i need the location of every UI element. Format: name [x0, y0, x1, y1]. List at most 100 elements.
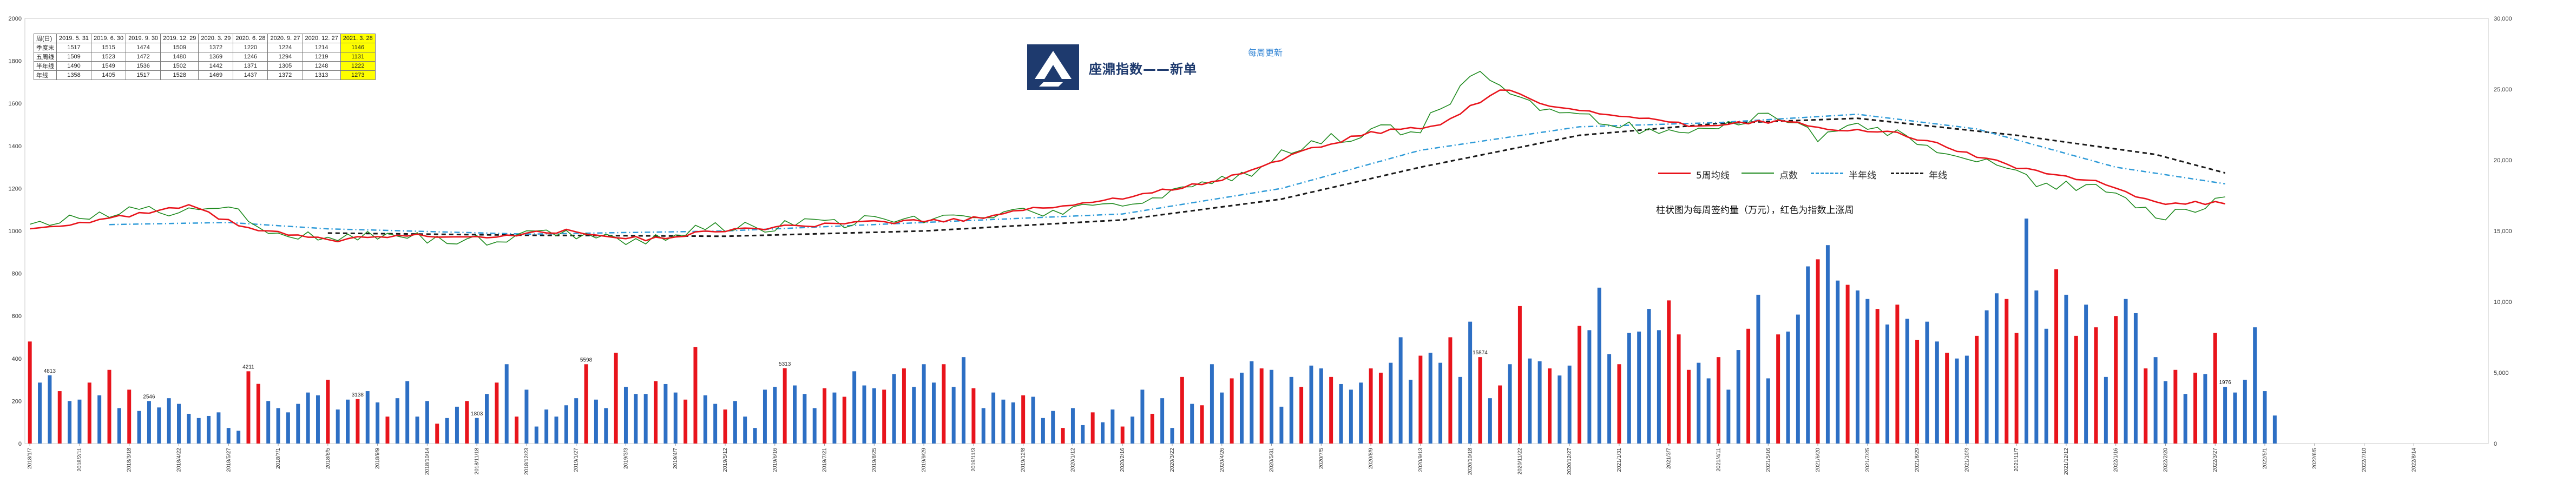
volume-bar [326, 380, 330, 444]
volume-bar [77, 399, 82, 444]
volume-bar [306, 392, 310, 444]
volume-bar [2054, 269, 2059, 444]
volume-bar [1547, 368, 1552, 444]
volume-bar [1736, 350, 1740, 444]
volume-bar [1667, 300, 1671, 444]
volume-bar [1448, 337, 1453, 444]
volume-bar [425, 401, 429, 444]
volume-bar [1905, 319, 1909, 444]
volume-bar [276, 408, 280, 444]
bar-labels: 4813 2546 4211 3138 1803 5598 5313 15874 1976 [44, 350, 2231, 417]
volume-bar [1468, 321, 1473, 444]
volume-bar [1597, 287, 1601, 444]
volume-bar [376, 402, 380, 444]
volume-bar [1239, 373, 1244, 444]
volume-bar [365, 391, 370, 444]
volume-bar [177, 404, 181, 444]
volume-bar [524, 389, 529, 444]
legend-label-index: 点数 [1779, 170, 1798, 181]
volume-bar [1517, 306, 1522, 444]
volume-bar [515, 416, 519, 444]
x-tick-label: 2021/4/11 [1716, 448, 1722, 472]
volume-bar [435, 424, 439, 444]
bar-value-label: 3138 [352, 392, 364, 398]
volume-bar [57, 391, 62, 444]
volume-bar [623, 387, 628, 444]
x-tick-label: 2019/9/29 [921, 448, 927, 472]
x-tick-label: 2020/7/5 [1318, 448, 1324, 469]
bar-value-label: 5313 [779, 361, 791, 367]
summary-table: 周(日) 2019. 5. 31 2019. 6. 30 2019. 9. 30 201… [34, 34, 376, 80]
volume-bar [1289, 376, 1293, 444]
volume-bar [1110, 409, 1115, 444]
right-axis: 30,000 25,000 20,000 15,000 10,000 5,000 0 [2494, 16, 2512, 447]
volume-bar [38, 382, 42, 444]
volume-bar [1746, 328, 1751, 444]
table-cell: 1515 [91, 43, 127, 52]
x-tick-label: 2019/11/3 [971, 448, 977, 472]
volume-bars [28, 219, 2277, 444]
logo-icon [1027, 44, 1079, 90]
volume-bar [654, 381, 658, 444]
x-tick-label: 2019/7/21 [822, 448, 828, 472]
volume-bar [1458, 376, 1462, 444]
volume-bar [832, 392, 837, 444]
volume-bar [1766, 378, 1770, 444]
x-tick-label: 2021/6/20 [1815, 448, 1821, 472]
volume-bar [1528, 358, 1532, 444]
table-cell: 2020. 9. 27 [267, 34, 303, 43]
bar-value-label: 1976 [2219, 380, 2231, 386]
table-cell: 1517 [126, 70, 161, 80]
table-cell: 1474 [126, 43, 161, 52]
volume-bar [1150, 413, 1154, 444]
left-axis-tick-label: 1600 [9, 101, 22, 107]
volume-bar [1806, 266, 1810, 444]
volume-bar [1498, 385, 1502, 444]
volume-bar [137, 411, 141, 444]
volume-bar [1706, 378, 1711, 444]
table-cell: 1369 [198, 52, 234, 62]
table-cell: 1372 [198, 43, 234, 52]
x-tick-label: 2019/3/3 [623, 448, 629, 469]
volume-bar [1915, 340, 1920, 444]
x-tick-label: 2020/2/16 [1120, 448, 1126, 472]
table-cell: 2020. 3. 29 [198, 34, 234, 43]
bar-value-label: 15874 [1473, 350, 1488, 356]
volume-bar [1558, 375, 1562, 444]
volume-bar [405, 381, 410, 444]
volume-bar [167, 398, 171, 444]
volume-bar [902, 368, 906, 444]
volume-bar [1438, 362, 1443, 444]
volume-bar [2253, 327, 2257, 444]
volume-bar [783, 368, 787, 444]
table-cell: 1502 [160, 61, 199, 71]
x-tick-label: 2020/3/22 [1169, 448, 1175, 472]
volume-bar [1717, 357, 1720, 444]
volume-bar [385, 416, 390, 444]
volume-bar [2213, 333, 2217, 444]
x-tick-label: 2021/1/31 [1616, 448, 1622, 472]
volume-bar [147, 401, 151, 444]
volume-bar [1329, 376, 1333, 444]
table-cell: 1472 [126, 52, 161, 62]
right-axis-tick-label: 5,000 [2494, 370, 2509, 376]
left-axis-tick-label: 800 [12, 271, 22, 277]
volume-bar [2084, 305, 2088, 444]
volume-bar [445, 418, 449, 444]
year-line [327, 117, 2225, 237]
x-tick-label: 2018/9/9 [375, 448, 381, 469]
x-tick-label: 2019/5/12 [722, 448, 728, 472]
table-row-label: 五周线 [34, 52, 57, 62]
volume-bar [2263, 391, 2267, 444]
x-tick-label: 2020/11/22 [1517, 448, 1523, 475]
volume-bar [1180, 376, 1184, 444]
volume-bar [1120, 426, 1125, 444]
volume-bar [1567, 365, 1572, 444]
volume-bar [2173, 369, 2178, 444]
x-tick-label: 2021/12/12 [2064, 448, 2069, 475]
bar-value-label: 1803 [471, 411, 483, 417]
volume-bar [1051, 411, 1055, 444]
half-year-line [109, 113, 2225, 235]
table-cell: 1469 [198, 70, 234, 80]
x-tick-label: 2021/10/3 [1964, 448, 1970, 472]
